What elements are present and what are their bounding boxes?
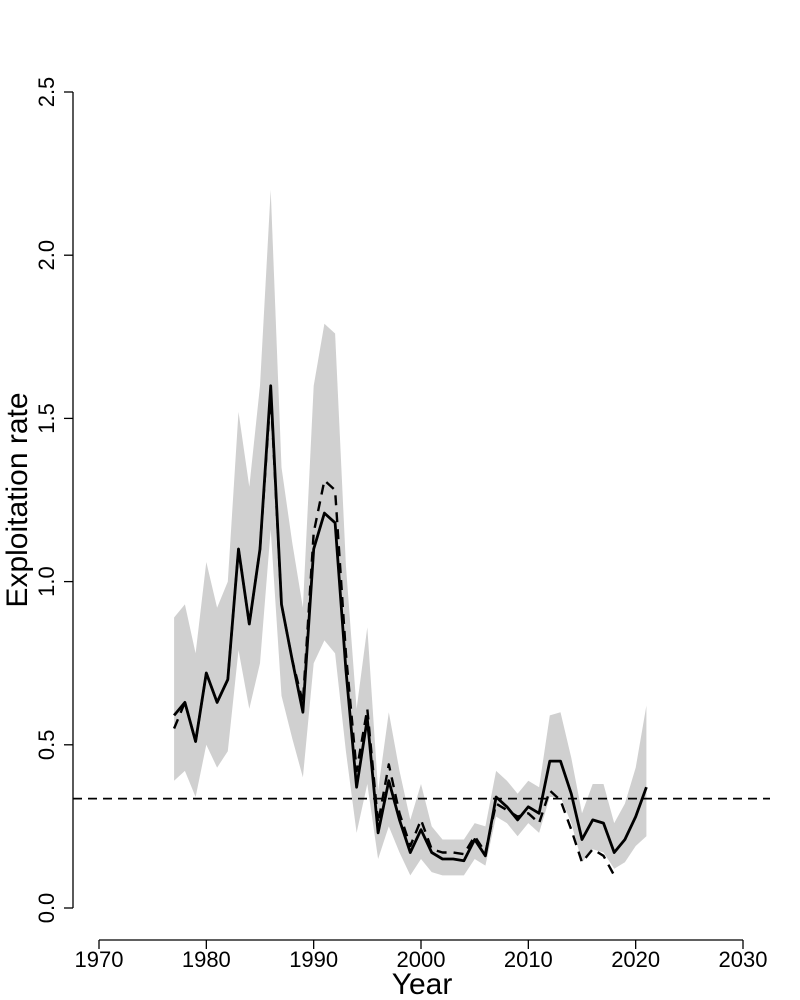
series-line-dashed — [172, 391, 616, 876]
x-axis-title: Year — [392, 968, 453, 1000]
confidence-band-layer — [174, 189, 647, 876]
y-tick-label: 2.5 — [34, 77, 59, 108]
y-tick-label: 0.0 — [34, 893, 59, 924]
x-tick-label: 1990 — [289, 947, 338, 972]
x-tick-label: 1970 — [75, 947, 124, 972]
axes-layer: 0.0 0.5 1.0 1.5 2.0 2.5 1970 1980 1990 2000 2010 20… — [34, 77, 767, 972]
y-axis-title: Exploitation rate — [1, 392, 34, 607]
y-tick-label: 0.5 — [34, 730, 59, 761]
x-tick-label: 1980 — [182, 947, 231, 972]
y-tick-label: 1.5 — [34, 403, 59, 434]
x-tick-label: 2020 — [611, 947, 660, 972]
x-tick-label: 2000 — [397, 947, 446, 972]
y-tick-label: 2.0 — [34, 240, 59, 271]
series-layer — [172, 384, 648, 876]
confidence-band — [174, 189, 647, 876]
x-tick-label: 2030 — [719, 947, 768, 972]
y-tick-label: 1.0 — [34, 566, 59, 597]
x-tick-label: 2010 — [504, 947, 553, 972]
